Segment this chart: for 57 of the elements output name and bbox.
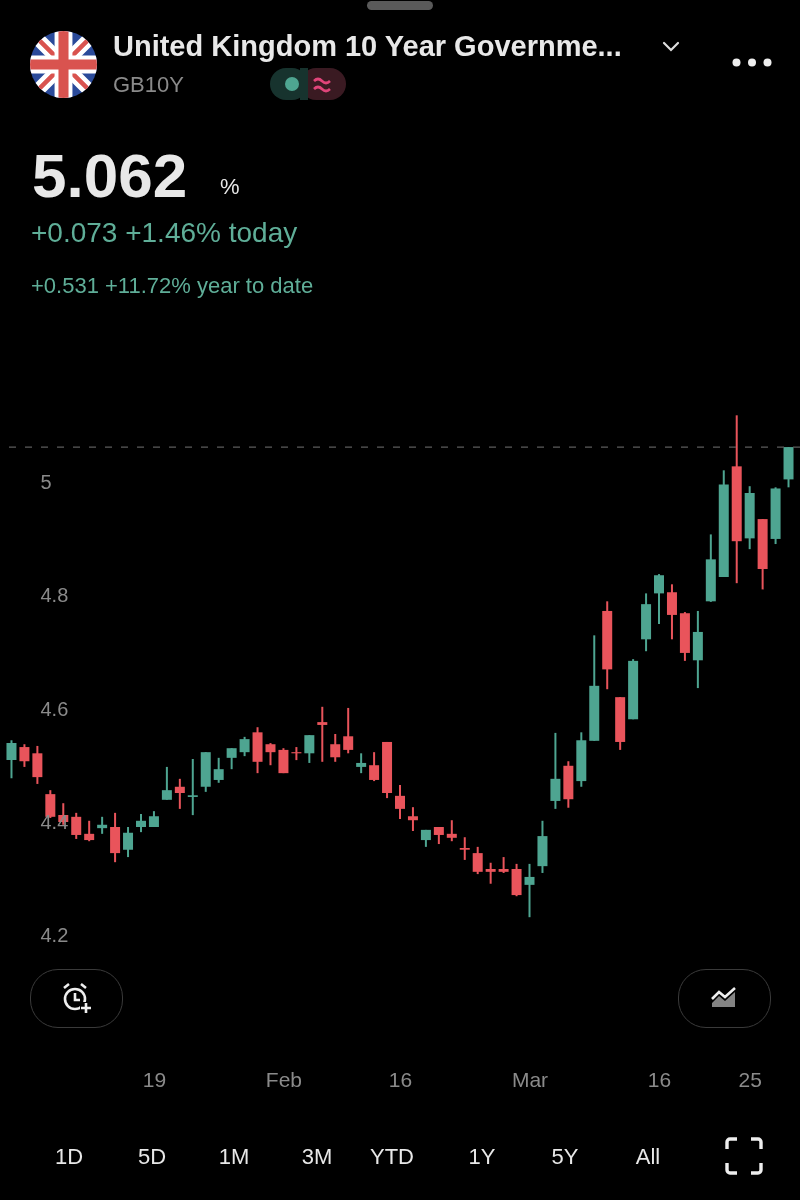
candlestick (356, 752, 367, 775)
candlestick (395, 784, 405, 821)
candlestick (407, 806, 418, 832)
candlestick (485, 861, 496, 885)
candlestick (524, 862, 535, 919)
candlestick (459, 836, 470, 861)
text: YTD (370, 1144, 414, 1170)
x-tick-label: 19 (142, 1067, 167, 1091)
candlestick (71, 811, 82, 840)
text: +0.073 +1.46% today (31, 217, 298, 249)
candlestick (226, 747, 237, 771)
text: 1D (54, 1144, 84, 1170)
candlestick (161, 765, 172, 801)
x-tick-label: Mar (511, 1067, 549, 1091)
x-tick-label: Feb (265, 1067, 303, 1091)
candlestick (330, 733, 341, 763)
candlestick (84, 819, 95, 843)
text: 5D (137, 1144, 167, 1170)
candlestick (369, 751, 380, 783)
x-tick-label: 25 (738, 1067, 762, 1091)
candlestick (213, 756, 224, 784)
y-tick-label: 5 (40, 470, 52, 493)
text: All (635, 1144, 661, 1170)
text: 5Y (551, 1144, 579, 1170)
text: 1M (218, 1144, 250, 1170)
candlestick (265, 742, 276, 767)
candlestick (278, 747, 289, 775)
y-tick-label: 4.8 (40, 584, 69, 607)
y-tick-label: 4.2 (40, 924, 69, 947)
candlestick (550, 731, 561, 810)
candlestick (123, 826, 134, 859)
candlestick (187, 757, 198, 817)
candlestick (174, 777, 185, 810)
candlestick (446, 819, 457, 843)
text: 3M (301, 1144, 333, 1170)
candlestick (472, 845, 483, 876)
y-tick-label: 4.6 (40, 697, 69, 720)
candlestick (19, 743, 30, 768)
text: 5.062 (32, 140, 188, 211)
chart-title: United Kingdom 10 Year Governme... (113, 30, 622, 63)
chart-subtitle: GB10Y (113, 72, 184, 98)
candlestick (666, 583, 677, 641)
y-tick-label: 4.4 (40, 810, 69, 833)
x-tick-label: 16 (647, 1067, 672, 1091)
candlestick (343, 706, 354, 755)
candlestick (317, 705, 328, 763)
candlestick (291, 746, 302, 762)
candlestick (304, 734, 315, 764)
candlestick (6, 739, 17, 780)
text: 1Y (468, 1144, 496, 1170)
x-tick-label: 16 (388, 1067, 413, 1091)
text: % (220, 174, 240, 200)
text: +0.531 +11.72% year to date (31, 273, 314, 299)
candlestick (239, 735, 250, 758)
candlestick (32, 744, 43, 785)
candlestick (135, 812, 146, 834)
candlestick (654, 573, 665, 625)
